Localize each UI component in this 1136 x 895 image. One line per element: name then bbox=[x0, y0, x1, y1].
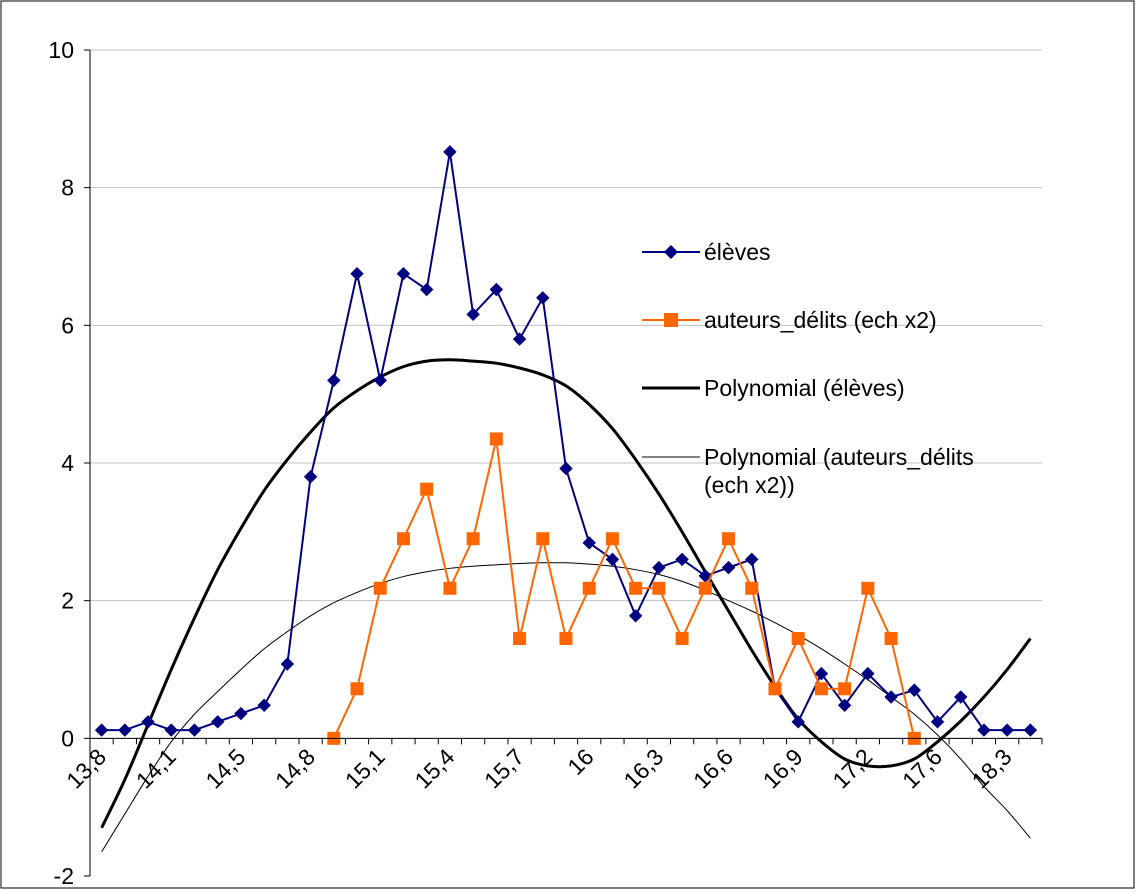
trendline-3 bbox=[101, 562, 1031, 853]
data-point-square bbox=[884, 632, 898, 646]
y-tick-label: -2 bbox=[54, 863, 74, 889]
data-point-diamond bbox=[350, 267, 364, 281]
y-tick-label: 0 bbox=[61, 725, 74, 751]
data-point-diamond bbox=[977, 723, 991, 737]
trendlines bbox=[100, 358, 1032, 853]
data-point-diamond bbox=[559, 461, 573, 476]
legend-label-3: Polynomial (auteurs_délits (ech x2)) bbox=[704, 444, 974, 498]
y-tick-label: 2 bbox=[61, 588, 74, 614]
data-point-diamond bbox=[814, 666, 829, 681]
data-point-square bbox=[698, 581, 712, 595]
data-point-square bbox=[791, 632, 805, 646]
data-point-diamond bbox=[466, 307, 480, 322]
data-point-square bbox=[629, 581, 643, 595]
data-point-diamond bbox=[861, 666, 875, 681]
y-tick-label: 10 bbox=[48, 37, 74, 63]
y-tick-label: 4 bbox=[61, 450, 74, 476]
data-point-diamond bbox=[837, 698, 852, 713]
data-point-square bbox=[513, 632, 527, 646]
data-point-diamond bbox=[94, 723, 109, 737]
data-point-diamond bbox=[443, 145, 457, 159]
data-point-diamond bbox=[675, 552, 689, 567]
legend-label-0: élèves bbox=[704, 239, 770, 265]
data-point-square bbox=[582, 581, 596, 595]
y-tick-label: 8 bbox=[61, 175, 74, 201]
data-point-diamond bbox=[652, 560, 666, 575]
legend-label-line: (ech x2)) bbox=[704, 472, 795, 498]
data-point-square bbox=[443, 581, 457, 595]
data-point-diamond bbox=[164, 723, 178, 737]
legend-label-1: auteurs_délits (ech x2) bbox=[704, 307, 937, 333]
data-point-square bbox=[652, 581, 666, 595]
data-point-square bbox=[536, 532, 550, 546]
legend-marker-square bbox=[664, 313, 678, 327]
data-point-square bbox=[838, 682, 852, 696]
data-point-diamond bbox=[118, 723, 132, 737]
data-point-square bbox=[768, 682, 782, 696]
data-point-diamond bbox=[489, 282, 504, 297]
data-point-square bbox=[373, 581, 387, 595]
data-point-square bbox=[559, 632, 573, 646]
data-point-diamond bbox=[211, 715, 225, 729]
data-point-square bbox=[466, 532, 480, 546]
data-point-diamond bbox=[512, 332, 527, 346]
data-point-diamond bbox=[187, 723, 202, 737]
data-series bbox=[94, 145, 1038, 745]
data-point-square bbox=[861, 581, 875, 595]
data-point-diamond bbox=[396, 267, 411, 281]
legend-label-line: Polynomial (auteurs_délits bbox=[704, 444, 974, 470]
data-point-diamond bbox=[419, 282, 434, 297]
data-point-diamond bbox=[605, 552, 620, 567]
data-point-diamond bbox=[1000, 723, 1014, 737]
series-line-1 bbox=[332, 438, 916, 739]
data-point-diamond bbox=[907, 683, 921, 697]
data-point-diamond bbox=[280, 657, 295, 671]
data-point-diamond bbox=[536, 291, 550, 305]
data-point-square bbox=[489, 432, 503, 446]
legend: élèves auteurs_délits (ech x2) Polynomial … bbox=[642, 239, 974, 498]
y-tick-label: 6 bbox=[61, 312, 74, 338]
data-point-diamond bbox=[721, 560, 736, 575]
data-point-diamond bbox=[373, 373, 387, 388]
data-point-square bbox=[722, 532, 736, 546]
data-point-square bbox=[420, 482, 434, 496]
data-point-square bbox=[814, 682, 828, 696]
data-point-diamond bbox=[327, 373, 341, 388]
data-point-diamond bbox=[234, 706, 248, 721]
data-point-square bbox=[605, 532, 619, 546]
data-point-diamond bbox=[1023, 723, 1038, 737]
legend-label-2: Polynomial (élèves) bbox=[704, 375, 905, 401]
data-point-square bbox=[675, 632, 689, 646]
trendline-2 bbox=[100, 358, 1032, 829]
data-point-square bbox=[396, 532, 410, 546]
data-point-square bbox=[745, 581, 759, 595]
data-point-diamond bbox=[954, 690, 968, 704]
data-point-diamond bbox=[141, 715, 155, 729]
data-point-diamond bbox=[582, 536, 596, 550]
data-point-diamond bbox=[930, 715, 945, 729]
data-point-diamond bbox=[745, 552, 759, 567]
data-point-square bbox=[350, 682, 364, 696]
data-point-diamond bbox=[628, 609, 643, 623]
data-point-diamond bbox=[884, 690, 898, 704]
legend-marker-diamond bbox=[664, 245, 678, 259]
data-point-diamond bbox=[257, 698, 271, 713]
data-point-diamond bbox=[791, 715, 805, 729]
data-point-diamond bbox=[303, 470, 318, 484]
